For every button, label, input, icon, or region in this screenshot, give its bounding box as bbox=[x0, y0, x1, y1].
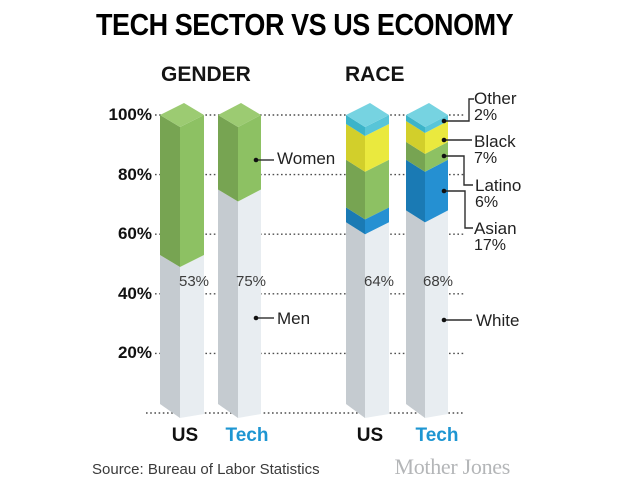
callout-dot-white bbox=[441, 317, 447, 323]
callout-label-other: Other bbox=[474, 89, 517, 108]
page-title: TECH SECTOR VS US ECONOMY bbox=[96, 7, 514, 42]
bar-race-tech-segment-asian-front bbox=[425, 159, 448, 223]
value-label-race-us: 64% bbox=[363, 273, 395, 290]
group-header-race: RACE bbox=[345, 63, 405, 86]
y-tick-40: 40% bbox=[117, 284, 152, 303]
bar-gender-tech-segment-women-front bbox=[238, 115, 261, 202]
bar-race-us-segment-asian-side bbox=[346, 207, 365, 235]
bar-race-tech-segment-white-side bbox=[406, 210, 425, 418]
bar-race-tech-segment-black-front bbox=[425, 120, 448, 154]
bar-label-race-tech: Tech bbox=[415, 425, 459, 446]
value-label-race-tech: 68% bbox=[422, 273, 454, 290]
bar-gender-tech-segment-men-front bbox=[238, 189, 261, 418]
callout-dot-women bbox=[253, 157, 259, 163]
bar-race-us-segment-black-front bbox=[365, 123, 389, 172]
bar-race-us-segment-white-front bbox=[365, 222, 389, 418]
callout-label-black: Black bbox=[474, 132, 516, 151]
callout-line-other bbox=[446, 98, 474, 122]
bar-gender-tech-segment-men-side bbox=[218, 189, 238, 418]
bar-gender-tech-segment-women-side bbox=[218, 115, 238, 202]
callout-dot-black bbox=[441, 137, 447, 143]
brand-logo: Mother Jones bbox=[394, 454, 510, 479]
bar-gender-us-segment-men-front bbox=[180, 255, 204, 418]
callout-value-other: 2% bbox=[474, 107, 498, 124]
bar-label-gender-us: US bbox=[171, 425, 199, 446]
bar-race-tech-segment-other-side bbox=[406, 115, 425, 133]
bar-race-us-segment-other-top bbox=[346, 103, 389, 127]
y-tick-80: 80% bbox=[117, 165, 152, 184]
bar-race-tech-segment-latino-front bbox=[425, 141, 448, 172]
bar-race-us-segment-white-side bbox=[346, 222, 365, 418]
bar-race-tech-segment-white-front bbox=[425, 210, 448, 418]
callout-line-latino bbox=[446, 155, 473, 186]
source-credit: Source: Bureau of Labor Statistics bbox=[92, 461, 320, 478]
bar-label-gender-tech: Tech bbox=[225, 425, 269, 446]
callout-dot-latino bbox=[441, 153, 447, 159]
callout-value-asian: 17% bbox=[474, 237, 507, 254]
bar-race-us-segment-asian-front bbox=[365, 207, 389, 235]
value-label-gender-us: 53% bbox=[178, 273, 210, 290]
callout-dot-asian bbox=[441, 188, 447, 194]
callout-label-white: White bbox=[476, 311, 520, 330]
callout-label-men: Men bbox=[277, 309, 311, 328]
y-tick-100: 100% bbox=[108, 105, 152, 124]
bar-race-us-segment-black-side bbox=[346, 123, 365, 172]
callout-label-women: Women bbox=[277, 149, 336, 168]
bar-race-tech-segment-other-top bbox=[406, 103, 448, 127]
group-header-gender: GENDER bbox=[161, 63, 251, 86]
callout-label-latino: Latino bbox=[475, 176, 522, 195]
bar-race-us-segment-other-front bbox=[365, 115, 389, 136]
callout-value-black: 7% bbox=[474, 150, 498, 167]
callout-value-latino: 6% bbox=[475, 194, 499, 211]
y-tick-20: 20% bbox=[117, 343, 152, 362]
callout-dot-men bbox=[253, 315, 259, 321]
bar-gender-tech-segment-women-top bbox=[218, 103, 261, 127]
bar-race-us-segment-latino-front bbox=[365, 159, 389, 220]
bar-race-us-segment-latino-side bbox=[346, 159, 365, 220]
callout-line-asian bbox=[446, 190, 473, 229]
bar-gender-us-segment-women-top bbox=[160, 103, 204, 127]
bar-race-tech-segment-latino-side bbox=[406, 141, 425, 172]
bar-race-us-segment-other-side bbox=[346, 115, 365, 136]
y-tick-60: 60% bbox=[117, 224, 152, 243]
bar-race-tech-segment-black-side bbox=[406, 120, 425, 154]
value-label-gender-tech: 75% bbox=[235, 273, 267, 290]
callout-label-asian: Asian bbox=[474, 219, 517, 238]
bar-gender-us-segment-women-side bbox=[160, 115, 180, 268]
bar-gender-us-segment-men-side bbox=[160, 255, 180, 418]
bar-race-tech-segment-asian-side bbox=[406, 159, 425, 223]
bar-gender-us-segment-women-front bbox=[180, 115, 204, 268]
bar-label-race-us: US bbox=[356, 425, 384, 446]
callout-dot-other bbox=[441, 118, 447, 124]
bar-race-tech-segment-other-front bbox=[425, 115, 448, 133]
